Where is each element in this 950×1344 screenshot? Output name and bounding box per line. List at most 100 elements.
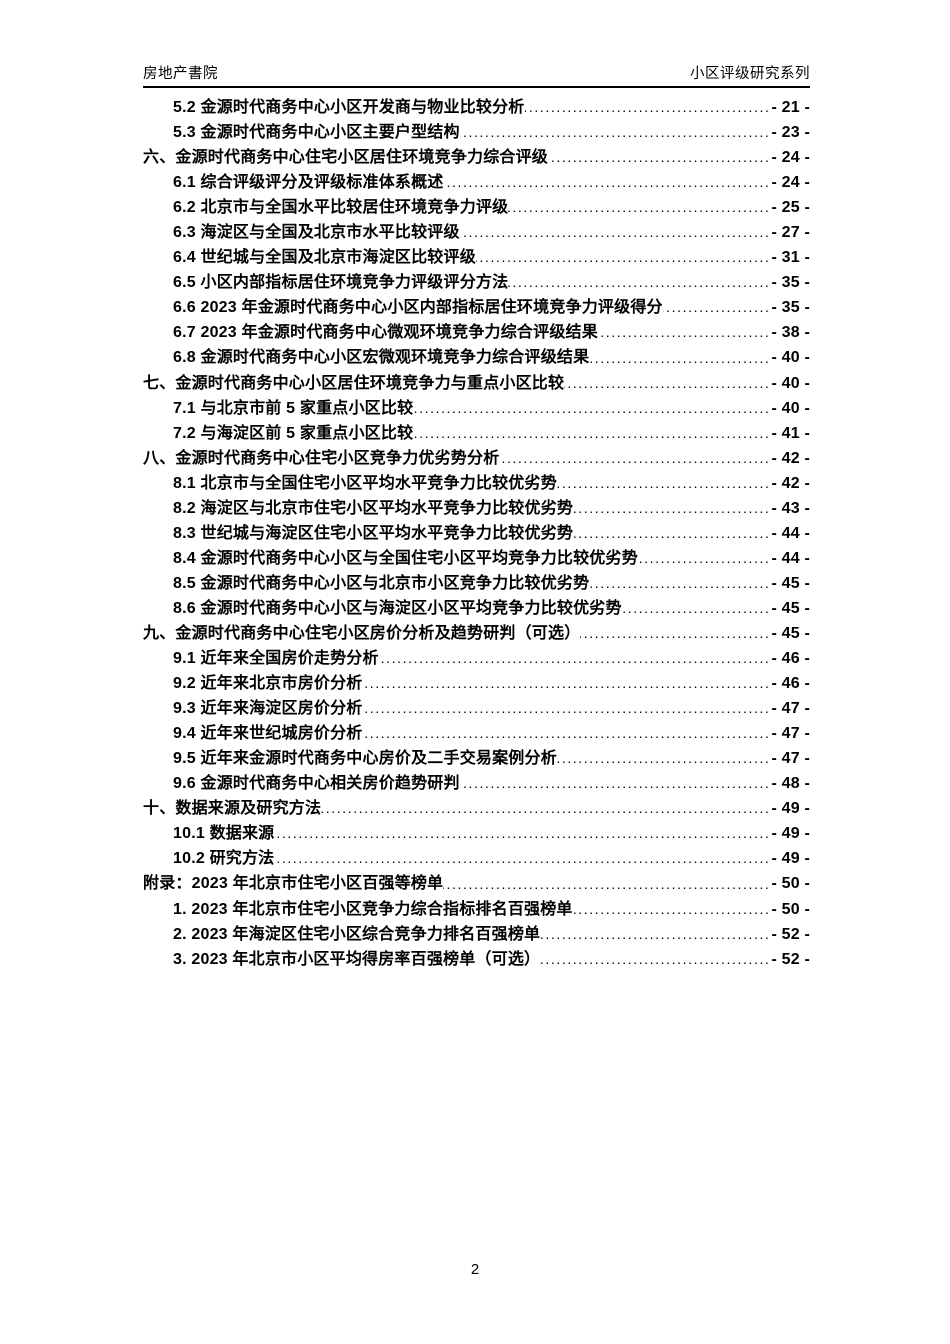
toc-dot-leader: ........................................… <box>379 646 772 671</box>
toc-dot-leader: ........................................… <box>508 195 771 220</box>
toc-dot-leader: ........................................… <box>573 521 771 546</box>
toc-entry[interactable]: 6.5 小区内部指标居住环境竞争力评级评分方法.................… <box>143 270 810 295</box>
toc-dot-leader: ........................................… <box>598 320 772 345</box>
toc-entry-label: 3. 2023 年北京市小区平均得房率百强榜单（可选） <box>173 950 541 968</box>
toc-entry-page: - 23 - <box>771 124 810 142</box>
toc-entry[interactable]: 6.8 金源时代商务中心小区宏微观环境竞争力综合评级结果............… <box>143 345 810 370</box>
dot-leader-dots: ........................................… <box>321 800 771 817</box>
toc-entry[interactable]: 10.1 数据来源...............................… <box>143 821 810 846</box>
toc-entry[interactable]: 8.5 金源时代商务中心小区与北京市小区竞争力比较优劣势............… <box>143 571 810 596</box>
toc-entry-label: 6.7 2023 年金源时代商务中心微观环境竞争力综合评级结果 <box>173 324 598 342</box>
dot-leader-dots: ........................................… <box>598 324 771 341</box>
toc-entry[interactable]: 5.2 金源时代商务中心小区开发商与物业比较分析................… <box>143 95 810 120</box>
dot-leader-dots: ........................................… <box>663 299 771 316</box>
toc-dot-leader: ........................................… <box>444 170 772 195</box>
toc-entry[interactable]: 8.6 金源时代商务中心小区与海淀区小区平均竞争力比较优劣势..........… <box>143 596 810 621</box>
toc-entry-page: - 47 - <box>771 750 810 768</box>
toc-entry-page: - 40 - <box>771 374 810 392</box>
toc-entry-label: 2. 2023 年海淀区住宅小区综合竞争力排名百强榜单 <box>173 925 541 943</box>
header-right-text: 小区评级研究系列 <box>690 66 810 82</box>
toc-entry[interactable]: 十、数据来源及研究方法.............................… <box>143 796 810 821</box>
toc-entry-label: 5.3 金源时代商务中心小区主要户型结构 <box>173 124 460 142</box>
toc-dot-leader: ........................................… <box>525 95 772 120</box>
toc-entry[interactable]: 九、金源时代商务中心住宅小区房价分析及趋势研判（可选）.............… <box>143 621 810 646</box>
toc-entry-page: - 25 - <box>771 199 810 217</box>
toc-entry[interactable]: 六、金源时代商务中心住宅小区居住环境竞争力综合评级...............… <box>143 145 810 170</box>
page-footer: 2 <box>0 1261 950 1278</box>
toc-entry-label: 8.2 海淀区与北京市住宅小区平均水平竞争力比较优劣势 <box>173 499 574 517</box>
toc-entry-page: - 47 - <box>771 725 810 743</box>
dot-leader-dots: ........................................… <box>572 900 771 917</box>
toc-dot-leader: ........................................… <box>589 571 771 596</box>
toc-entry[interactable]: 9.5 近年来金源时代商务中心房价及二手交易案例分析..............… <box>143 746 810 771</box>
toc-entry[interactable]: 七、金源时代商务中心小区居住环境竞争力与重点小区比较..............… <box>143 371 810 396</box>
toc-entry[interactable]: 8.4 金源时代商务中心小区与全国住宅小区平均竞争力比较优劣势.........… <box>143 546 810 571</box>
toc-entry[interactable]: 9.1 近年来全国房价走势分析.........................… <box>143 646 810 671</box>
dot-leader-dots: ........................................… <box>274 825 771 842</box>
toc-entry[interactable]: 8.3 世纪城与海淀区住宅小区平均水平竞争力比较优劣势.............… <box>143 521 810 546</box>
dot-leader-dots: ........................................… <box>508 274 771 291</box>
toc-entry[interactable]: 1. 2023 年北京市住宅小区竞争力综合指标排名百强榜单...........… <box>143 897 810 922</box>
toc-entry[interactable]: 7.2 与海淀区前 5 家重点小区比较.....................… <box>143 421 810 446</box>
toc-entry-page: - 40 - <box>771 399 810 417</box>
toc-entry[interactable]: 6.6 2023 年金源时代商务中心小区内部指标居住环境竞争力评级得分.....… <box>143 295 810 320</box>
toc-entry-page: - 38 - <box>771 324 810 342</box>
toc-entry-page: - 44 - <box>771 549 810 567</box>
toc-entry[interactable]: 7.1 与北京市前 5 家重点小区比较.....................… <box>143 396 810 421</box>
toc-entry[interactable]: 9.3 近年来海淀区房价分析..........................… <box>143 696 810 721</box>
toc-entry[interactable]: 9.6 金源时代商务中心相关房价趋势研判....................… <box>143 771 810 796</box>
dot-leader-dots: ........................................… <box>524 99 771 116</box>
toc-entry-label: 9.3 近年来海淀区房价分析 <box>173 700 363 718</box>
toc-entry[interactable]: 6.2 北京市与全国水平比较居住环境竞争力评级.................… <box>143 195 810 220</box>
toc-entry-label: 7.1 与北京市前 5 家重点小区比较 <box>173 399 414 417</box>
toc-entry-page: - 43 - <box>771 499 810 517</box>
toc-entry-label: 6.4 世纪城与全国及北京市海淀区比较评级 <box>173 249 476 267</box>
toc-dot-leader: ........................................… <box>573 496 771 521</box>
dot-leader-dots: ........................................… <box>475 249 771 266</box>
toc-entry[interactable]: 6.3 海淀区与全国及北京市水平比较评级....................… <box>143 220 810 245</box>
toc-entry[interactable]: 6.7 2023 年金源时代商务中心微观环境竞争力综合评级结果.........… <box>143 320 810 345</box>
dot-leader-dots: ........................................… <box>622 599 771 616</box>
toc-entry-page: - 35 - <box>771 274 810 292</box>
toc-entry-label: 9.1 近年来全国房价走势分析 <box>173 650 379 668</box>
toc-entry-page: - 46 - <box>771 650 810 668</box>
toc-entry-label: 8.4 金源时代商务中心小区与全国住宅小区平均竞争力比较优劣势 <box>173 549 638 567</box>
dot-leader-dots: ........................................… <box>362 675 771 692</box>
toc-entry[interactable]: 3. 2023 年北京市小区平均得房率百强榜单（可选）.............… <box>143 947 810 972</box>
toc-entry[interactable]: 附录：2023 年北京市住宅小区百强等榜单...................… <box>143 871 810 896</box>
toc-entry[interactable]: 6.4 世纪城与全国及北京市海淀区比较评级...................… <box>143 245 810 270</box>
toc-entry-label: 6.2 北京市与全国水平比较居住环境竞争力评级 <box>173 199 509 217</box>
toc-entry[interactable]: 10.2 研究方法...............................… <box>143 846 810 871</box>
toc-dot-leader: ........................................… <box>564 371 771 396</box>
toc-dot-leader: ........................................… <box>638 546 772 571</box>
toc-entry[interactable]: 9.4 近年来世纪城房价分析..........................… <box>143 721 810 746</box>
toc-entry[interactable]: 八、金源时代商务中心住宅小区竞争力优劣势分析..................… <box>143 446 810 471</box>
toc-dot-leader: ........................................… <box>321 796 771 821</box>
dot-leader-dots: ........................................… <box>444 174 771 191</box>
toc-entry-page: - 50 - <box>771 900 810 918</box>
footer-page-number: 2 <box>470 1261 480 1278</box>
toc-entry[interactable]: 9.2 近年来北京市房价分析..........................… <box>143 671 810 696</box>
toc-entry-page: - 40 - <box>771 349 810 367</box>
dot-leader-dots: ........................................… <box>580 625 771 642</box>
toc-dot-leader: ........................................… <box>443 871 771 896</box>
header-divider <box>143 86 810 88</box>
toc-entry[interactable]: 8.2 海淀区与北京市住宅小区平均水平竞争力比较优劣势.............… <box>143 496 810 521</box>
toc-entry-label: 8.1 北京市与全国住宅小区平均水平竞争力比较优劣势 <box>173 474 557 492</box>
toc-entry[interactable]: 2. 2023 年海淀区住宅小区综合竞争力排名百强榜单.............… <box>143 922 810 947</box>
toc-entry[interactable]: 6.1 综合评级评分及评级标准体系概述.....................… <box>143 170 810 195</box>
toc-entry-label: 9.5 近年来金源时代商务中心房价及二手交易案例分析 <box>173 750 557 768</box>
dot-leader-dots: ........................................… <box>548 149 771 166</box>
toc-dot-leader: ........................................… <box>663 295 772 320</box>
toc-entry-page: - 31 - <box>771 249 810 267</box>
dot-leader-dots: ........................................… <box>362 700 771 717</box>
dot-leader-dots: ........................................… <box>589 574 771 591</box>
toc-dot-leader: ........................................… <box>548 145 771 170</box>
toc-entry-label: 8.5 金源时代商务中心小区与北京市小区竞争力比较优劣势 <box>173 574 590 592</box>
dot-leader-dots: ........................................… <box>638 549 771 566</box>
toc-entry-page: - 35 - <box>771 299 810 317</box>
toc-dot-leader: ........................................… <box>540 922 771 947</box>
toc-dot-leader: ........................................… <box>622 596 772 621</box>
toc-entry[interactable]: 5.3 金源时代商务中心小区主要户型结构....................… <box>143 120 810 145</box>
toc-entry[interactable]: 8.1 北京市与全国住宅小区平均水平竞争力比较优劣势..............… <box>143 471 810 496</box>
